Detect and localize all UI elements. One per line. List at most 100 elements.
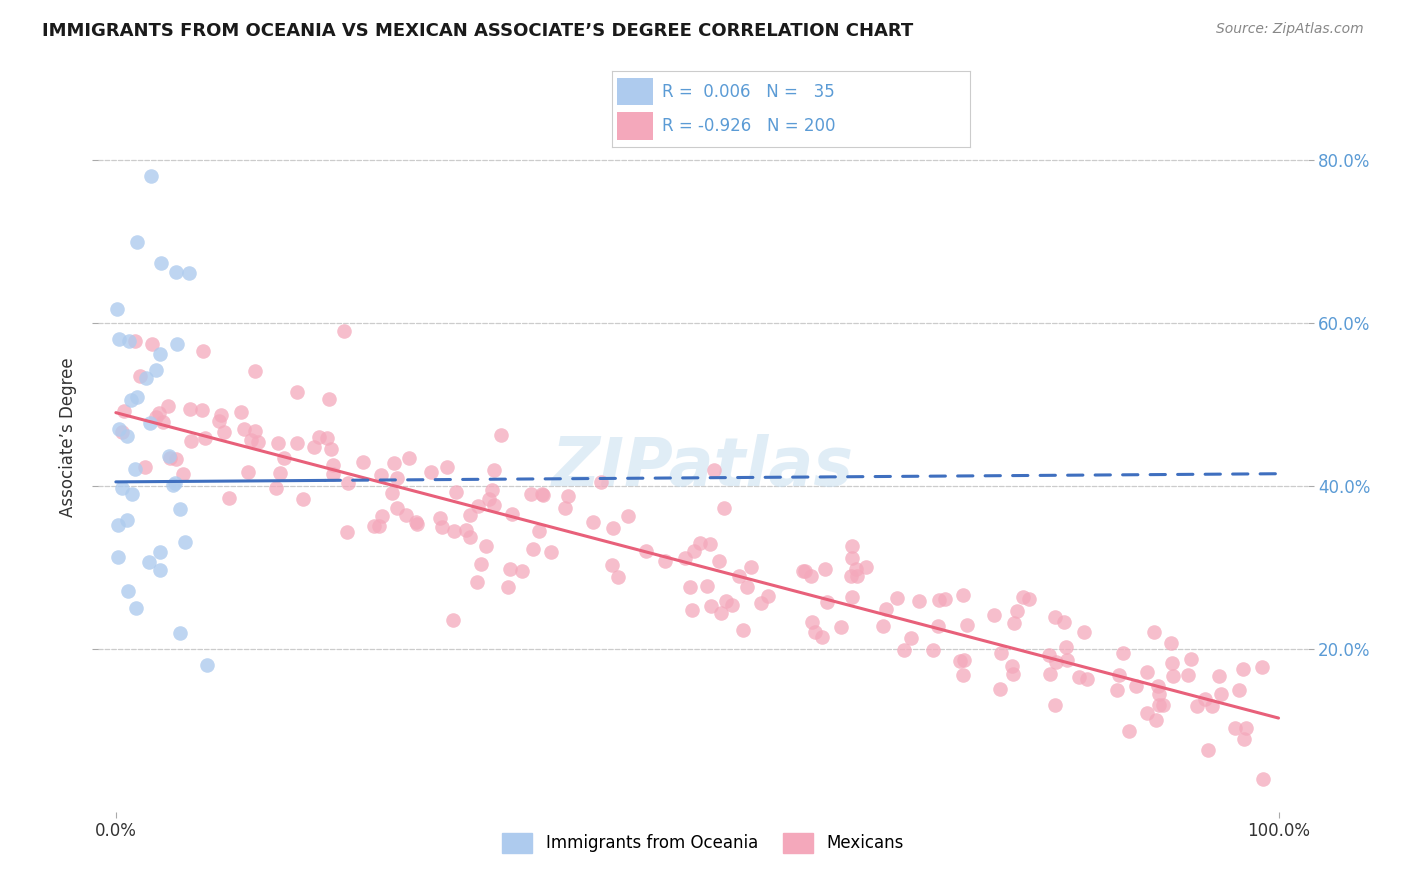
- Point: [1001, 658, 1024, 673]
- Point: [1108, 667, 1130, 681]
- Point: [285, 436, 308, 450]
- Point: [1177, 668, 1199, 682]
- Point: [139, 169, 162, 184]
- Point: [1105, 682, 1128, 697]
- Point: [886, 591, 908, 605]
- Point: [267, 435, 290, 450]
- Text: R =  0.006   N =   35: R = 0.006 N = 35: [662, 83, 835, 101]
- Point: [169, 625, 191, 640]
- Point: [337, 476, 360, 491]
- Point: [800, 569, 823, 583]
- Point: [111, 481, 134, 495]
- Point: [118, 334, 141, 349]
- Point: [443, 524, 465, 539]
- Point: [811, 631, 834, 645]
- Point: [236, 465, 259, 479]
- Point: [1227, 683, 1250, 698]
- Point: [162, 477, 184, 491]
- Point: [1073, 624, 1095, 639]
- Point: [1045, 655, 1067, 669]
- Point: [1142, 625, 1164, 640]
- Point: [815, 595, 838, 609]
- Point: [458, 508, 481, 522]
- Point: [285, 384, 308, 399]
- Point: [395, 508, 418, 522]
- Point: [121, 487, 143, 501]
- Point: [519, 487, 541, 501]
- Point: [875, 602, 897, 616]
- Point: [166, 337, 188, 351]
- Point: [602, 558, 624, 573]
- Point: [934, 591, 956, 606]
- Point: [1250, 660, 1272, 674]
- Point: [209, 409, 232, 423]
- Point: [900, 631, 922, 645]
- Point: [703, 463, 725, 477]
- Point: [1118, 724, 1140, 739]
- Point: [554, 500, 576, 515]
- Point: [470, 558, 492, 572]
- Point: [1232, 662, 1254, 676]
- Point: [800, 615, 823, 629]
- Point: [1069, 670, 1091, 684]
- Point: [908, 594, 931, 608]
- Point: [1039, 667, 1062, 681]
- Point: [696, 579, 718, 593]
- Point: [370, 467, 392, 482]
- Text: R = -0.926   N = 200: R = -0.926 N = 200: [662, 117, 835, 135]
- Point: [398, 451, 420, 466]
- Point: [474, 539, 496, 553]
- Point: [245, 364, 267, 378]
- Point: [673, 550, 696, 565]
- Point: [478, 491, 501, 506]
- Point: [124, 334, 146, 348]
- Point: [1045, 698, 1067, 713]
- Point: [405, 517, 427, 532]
- Point: [713, 500, 735, 515]
- Point: [751, 596, 773, 610]
- Point: [530, 487, 553, 501]
- Point: [983, 607, 1005, 622]
- Point: [1197, 743, 1219, 757]
- Point: [384, 457, 406, 471]
- Point: [1011, 590, 1033, 604]
- Point: [322, 467, 344, 482]
- Point: [128, 369, 150, 384]
- Point: [269, 467, 291, 481]
- Text: ZIPatlas: ZIPatlas: [553, 434, 853, 500]
- Point: [1001, 667, 1024, 681]
- Point: [173, 534, 195, 549]
- Point: [591, 475, 613, 489]
- Point: [731, 623, 754, 637]
- Point: [405, 515, 427, 529]
- Point: [316, 431, 339, 445]
- Point: [124, 601, 146, 615]
- Point: [177, 266, 200, 280]
- Point: [1161, 669, 1184, 683]
- Point: [420, 465, 443, 479]
- Point: [893, 642, 915, 657]
- Point: [1223, 721, 1246, 735]
- Point: [318, 392, 340, 406]
- Point: [352, 455, 374, 469]
- Point: [1112, 646, 1135, 660]
- Point: [1152, 698, 1174, 712]
- Point: [499, 562, 522, 576]
- Point: [125, 235, 148, 249]
- Point: [264, 481, 287, 495]
- Point: [467, 574, 489, 589]
- Point: [292, 492, 315, 507]
- Point: [138, 555, 160, 569]
- Point: [689, 536, 711, 550]
- Point: [232, 422, 254, 436]
- Point: [429, 511, 451, 525]
- Point: [533, 488, 555, 502]
- Point: [720, 598, 742, 612]
- Point: [180, 434, 202, 448]
- Point: [179, 401, 201, 416]
- Point: [846, 569, 869, 583]
- Point: [141, 337, 163, 351]
- Point: [482, 463, 505, 477]
- Point: [927, 619, 949, 633]
- Point: [952, 588, 974, 602]
